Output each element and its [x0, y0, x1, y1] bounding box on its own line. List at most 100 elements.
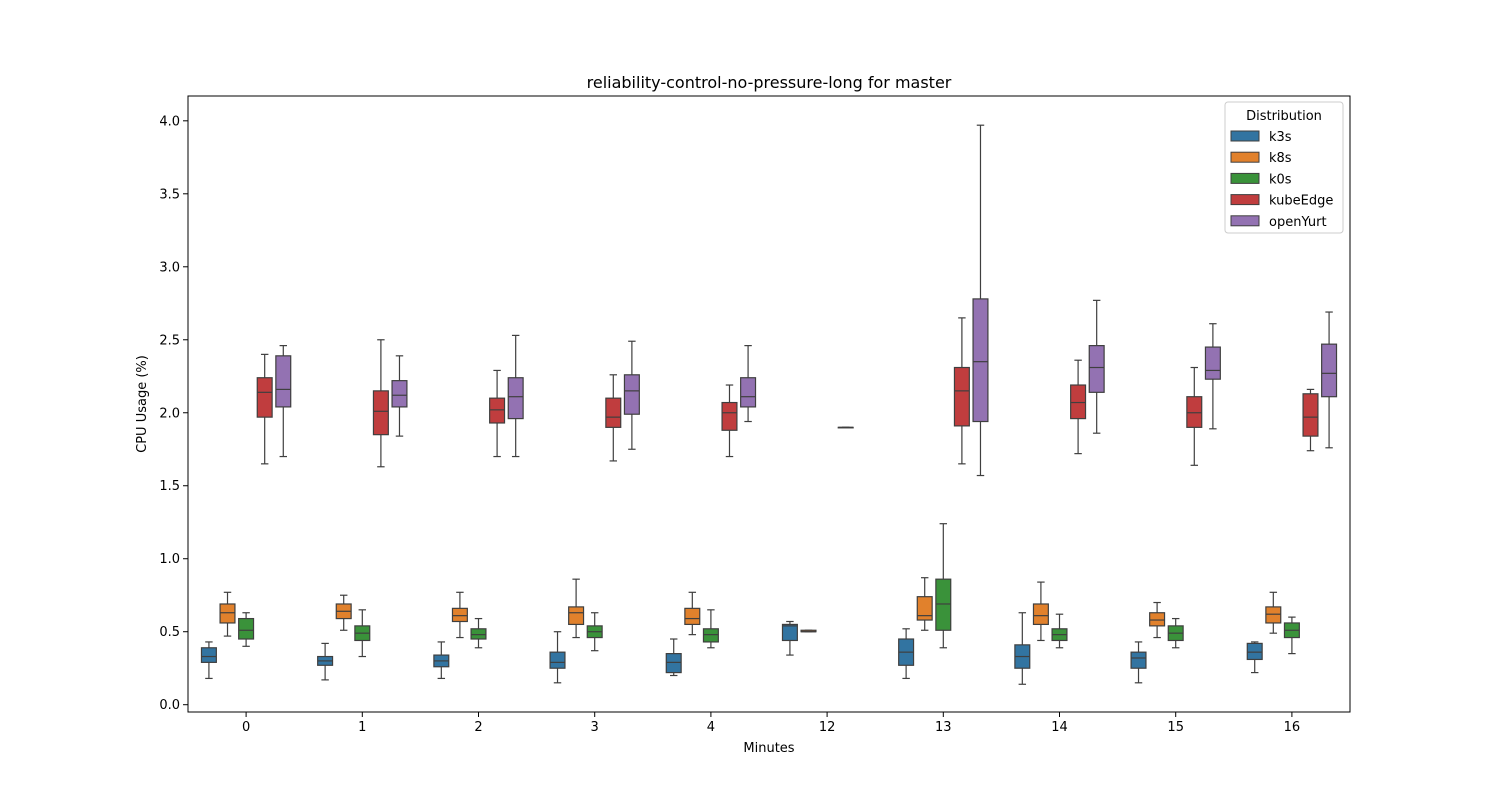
y-tick-label: 0.5	[159, 625, 180, 640]
x-tick-label: 0	[242, 720, 250, 735]
box-k3s	[781, 620, 798, 656]
y-tick-label: 3.5	[159, 187, 180, 202]
box-k8s	[219, 591, 236, 637]
box-kubeEdge	[1302, 388, 1319, 452]
box-k0s	[935, 523, 952, 649]
box-k8s	[451, 591, 468, 639]
box-k0s	[702, 609, 719, 649]
plot-area	[200, 124, 1338, 685]
legend-title: Distribution	[1246, 109, 1322, 124]
x-tick-label: 2	[474, 720, 482, 735]
legend-swatch	[1230, 194, 1260, 206]
iqr-box	[1186, 396, 1203, 428]
legend: Distribution k3s k8s k0s kubeEdge openYurt	[1224, 101, 1344, 234]
iqr-box	[1321, 343, 1338, 398]
box-k8s	[568, 578, 585, 639]
box-k8s	[1149, 601, 1166, 639]
box-k8s	[684, 591, 701, 636]
box-kubeEdge	[372, 339, 389, 468]
axes-frame	[187, 95, 1351, 713]
iqr-box	[549, 651, 566, 669]
x-tick-label: 4	[707, 720, 715, 735]
box-k3s	[665, 638, 682, 677]
box-k3s	[317, 642, 334, 681]
iqr-box	[740, 377, 757, 408]
iqr-box	[935, 578, 952, 631]
box-kubeEdge	[953, 317, 970, 465]
x-tick-label: 12	[819, 720, 836, 735]
y-tick-label: 2.0	[159, 406, 180, 421]
iqr-box	[916, 596, 933, 621]
iqr-box	[470, 628, 487, 640]
box-openYurt	[391, 355, 408, 437]
y-tick-label: 4.0	[159, 114, 180, 129]
x-tick-label: 13	[935, 720, 952, 735]
iqr-box	[1246, 642, 1263, 661]
legend-label: kubeEdge	[1269, 194, 1333, 209]
legend-swatch	[1230, 130, 1260, 142]
box-openYurt	[1321, 311, 1338, 449]
box-k3s	[549, 631, 566, 684]
iqr-box	[489, 397, 506, 424]
iqr-box	[1302, 393, 1319, 437]
box-k0s	[1283, 616, 1300, 655]
box-k0s	[586, 612, 603, 652]
iqr-box	[721, 401, 738, 431]
box-k0s	[1167, 617, 1184, 649]
iqr-box	[568, 606, 585, 626]
box-openYurt	[507, 334, 524, 458]
x-tick-label: 3	[591, 720, 599, 735]
iqr-box	[1130, 651, 1147, 669]
box-openYurt	[1088, 299, 1105, 434]
iqr-box	[684, 607, 701, 626]
box-openYurt	[275, 345, 292, 458]
box-k3s	[1246, 641, 1263, 674]
box-openYurt	[1204, 323, 1221, 430]
box-k3s	[1014, 612, 1031, 685]
x-axis: 0 1 2 3 4 12 13 14 15 16	[242, 712, 1300, 735]
box-k0s	[354, 609, 371, 658]
iqr-box	[623, 374, 640, 415]
y-axis-label: CPU Usage (%)	[135, 355, 150, 453]
iqr-box	[275, 355, 292, 408]
iqr-box	[1070, 384, 1087, 420]
iqr-box	[451, 607, 468, 623]
x-tick-label: 1	[358, 720, 366, 735]
box-kubeEdge	[837, 426, 854, 429]
box-openYurt	[972, 124, 989, 477]
box-k8s	[1265, 591, 1282, 634]
box-k0s	[238, 612, 255, 647]
box-kubeEdge	[721, 384, 738, 458]
legend-swatch	[1230, 151, 1260, 163]
box-k3s	[433, 641, 450, 680]
box-kubeEdge	[1070, 359, 1087, 455]
y-tick-label: 3.0	[159, 260, 180, 275]
box-k0s	[470, 617, 487, 649]
box-openYurt	[740, 345, 757, 423]
box-k8s	[335, 594, 352, 631]
iqr-box	[507, 377, 524, 420]
iqr-box	[1149, 612, 1166, 627]
legend-swatch	[1230, 172, 1260, 184]
y-tick-label: 1.0	[159, 552, 180, 567]
legend-label: openYurt	[1269, 215, 1327, 230]
legend-label: k3s	[1269, 130, 1292, 145]
iqr-box	[391, 380, 408, 408]
iqr-box	[972, 298, 989, 423]
box-kubeEdge	[489, 369, 506, 458]
legend-label: k8s	[1269, 151, 1292, 166]
iqr-box	[1032, 603, 1049, 626]
box-k3s	[1130, 641, 1147, 684]
x-tick-label: 14	[1051, 720, 1068, 735]
iqr-box	[200, 647, 217, 663]
iqr-box	[781, 623, 798, 642]
iqr-box	[665, 653, 682, 674]
iqr-box	[238, 617, 255, 640]
chart-title: reliability-control-no-pressure-long for…	[587, 73, 952, 92]
iqr-box	[1088, 345, 1105, 393]
box-kubeEdge	[1186, 366, 1203, 466]
y-axis: 0.0 0.5 1.0 1.5 2.0 2.5 3.0 3.5 4.0	[159, 114, 188, 713]
legend-label: k0s	[1269, 172, 1292, 187]
box-k8s	[800, 629, 817, 633]
